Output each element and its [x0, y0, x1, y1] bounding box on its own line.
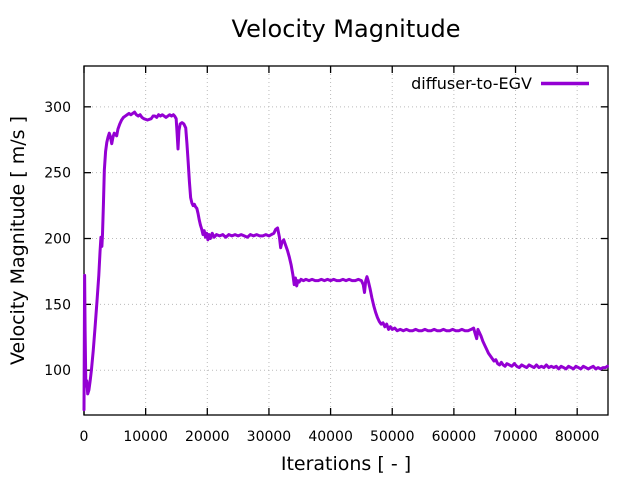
y-tick-label: 250 — [44, 166, 71, 182]
y-tick-label: 100 — [44, 363, 71, 379]
legend: diffuser-to-EGV — [411, 74, 589, 93]
x-tick-label: 50000 — [370, 429, 415, 445]
x-tick-label: 10000 — [123, 429, 168, 445]
x-tick-label: 80000 — [555, 429, 600, 445]
chart-title: Velocity Magnitude — [232, 15, 461, 43]
plot-border-and-ticks — [83, 65, 609, 416]
gridlines — [84, 66, 608, 415]
x-tick-label: 70000 — [493, 429, 538, 445]
y-axis-label: Velocity Magnitude [ m/s ] — [7, 116, 29, 365]
y-tick-label: 150 — [44, 297, 71, 313]
x-tick-label: 20000 — [185, 429, 230, 445]
x-axis-label: Iterations [ - ] — [281, 453, 411, 475]
y-tick-label: 300 — [44, 100, 71, 116]
x-tick-label: 40000 — [308, 429, 353, 445]
x-tick-label: 60000 — [432, 429, 477, 445]
series-line-diffuser-to-egv — [82, 110, 609, 412]
tick-labels: 0 10000 20000 30000 40000 50000 60000 70000 8000… — [44, 100, 599, 445]
legend-label: diffuser-to-EGV — [411, 74, 532, 93]
x-tick-label: 0 — [80, 429, 89, 445]
y-tick-label: 200 — [44, 232, 71, 248]
x-tick-label: 30000 — [247, 429, 292, 445]
